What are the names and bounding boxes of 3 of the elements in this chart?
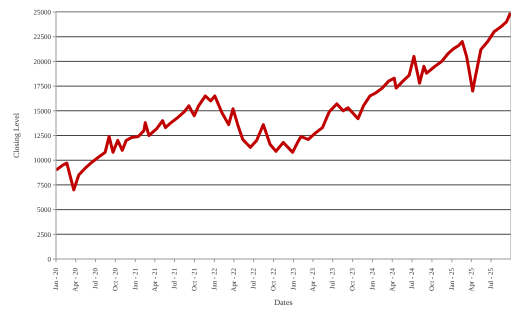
x-axis-title: Dates [274, 298, 293, 307]
y-axis-title: Closing Level [12, 112, 21, 158]
line-series [56, 12, 511, 192]
